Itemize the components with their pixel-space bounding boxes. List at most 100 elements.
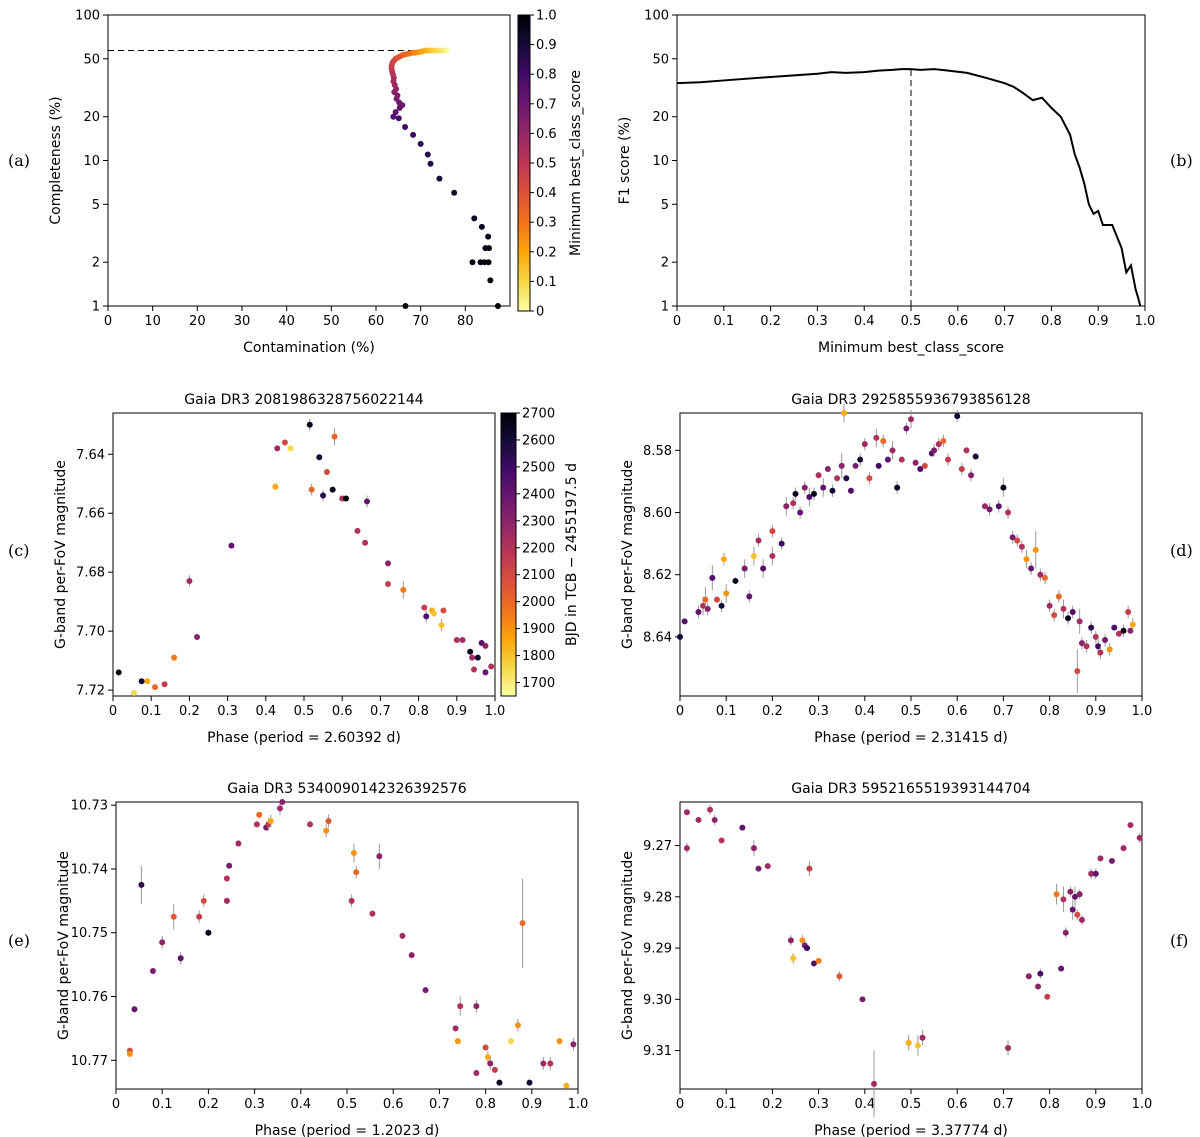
data-point — [799, 937, 806, 944]
data-point — [376, 853, 383, 860]
x-tick-label-c: 0.1 — [141, 704, 162, 719]
x-tick-label-d: 0.4 — [854, 704, 875, 719]
data-point — [519, 920, 526, 927]
x-tick-label-a: 0 — [104, 314, 112, 329]
data-point — [1129, 621, 1136, 628]
data-point — [847, 487, 854, 494]
data-point — [1005, 1045, 1012, 1051]
data-point — [427, 160, 434, 167]
x-tick-label-b: 0.2 — [760, 314, 781, 329]
data-point — [1014, 537, 1021, 544]
y-axis-label-e: G-band per-FoV magnitude — [56, 851, 72, 1040]
panel-label-f: (f) — [1170, 931, 1188, 950]
x-axis-label-a: Contamination (%) — [243, 340, 375, 356]
data-point — [482, 669, 489, 676]
data-point — [487, 1060, 494, 1067]
data-point — [451, 189, 458, 196]
panel-c: 0 0.1 0.2 0.3 0.4 0.5 0.6 0.7 0.8 0.9 1.0 7.64 7.66 7… — [53, 392, 580, 746]
data-point — [806, 865, 813, 872]
data-point — [921, 462, 928, 469]
x-tick-label-d: 0.3 — [808, 704, 829, 719]
y-tick-label-f: 9.30 — [643, 993, 672, 1008]
data-point — [919, 1034, 926, 1041]
data-point — [741, 565, 748, 572]
data-point — [841, 410, 848, 416]
data-point — [1136, 834, 1143, 841]
data-point — [205, 929, 212, 936]
colorbar-tick-label-a: 0.6 — [536, 127, 557, 142]
x-tick-label-c: 0.4 — [255, 704, 276, 719]
data-point — [459, 636, 466, 643]
data-point — [469, 654, 476, 661]
chart-title-f: Gaia DR3 5952165519393144704 — [791, 781, 1031, 797]
data-point — [843, 475, 850, 482]
y-axis-label-a: Completeness (%) — [48, 96, 64, 224]
data-point — [1078, 640, 1085, 647]
panel-label-d: (d) — [1170, 541, 1193, 560]
y-tick-label-a: 20 — [83, 110, 100, 125]
data-point — [968, 472, 975, 479]
data-point — [171, 654, 178, 661]
x-tick-label-e: 0.6 — [383, 1097, 404, 1112]
colorbar-label-c: BJD in TCB − 2455197.5 d — [564, 463, 580, 646]
data-point — [875, 462, 882, 469]
data-point — [563, 1082, 570, 1089]
x-tick-label-d: 0 — [676, 704, 684, 719]
x-tick-label-f: 0.1 — [716, 1097, 737, 1112]
data-point — [908, 416, 914, 423]
data-point — [159, 939, 166, 946]
data-point — [963, 447, 970, 454]
colorbar-tick-label-c: 1700 — [522, 676, 555, 691]
data-point — [323, 468, 330, 475]
colorbar-tick-label-c: 2400 — [522, 487, 555, 502]
x-tick-label-b: 0.6 — [947, 314, 968, 329]
data-point — [410, 131, 417, 138]
data-point — [1074, 911, 1081, 918]
x-tick-label-f: 0.9 — [1085, 1097, 1106, 1112]
data-point — [755, 865, 762, 872]
data-point — [1018, 543, 1025, 550]
data-point — [1088, 624, 1095, 631]
y-tick-label-f: 9.29 — [643, 942, 672, 957]
data-point — [452, 1025, 459, 1032]
y-tick-label-d: 8.64 — [643, 630, 672, 645]
x-tick-label-d: 0.9 — [1085, 704, 1106, 719]
x-tick-label-d: 0.8 — [1039, 704, 1060, 719]
data-point — [440, 607, 447, 614]
data-point — [681, 618, 688, 625]
data-point — [1023, 556, 1030, 563]
data-point — [746, 593, 753, 600]
data-point — [320, 492, 327, 499]
data-point — [931, 447, 938, 454]
data-point — [274, 445, 281, 452]
colorbar-tick-label-a: 0.7 — [536, 97, 557, 112]
data-point — [871, 1080, 878, 1087]
colorbar-tick-label-c: 2700 — [522, 407, 555, 422]
y-tick-label-b: 50 — [652, 52, 669, 67]
data-point — [1072, 893, 1079, 900]
data-point — [329, 486, 336, 493]
data-point — [787, 937, 794, 944]
data-point — [704, 605, 711, 612]
colorbar-label-a: Minimum best_class_score — [568, 70, 584, 256]
data-point — [526, 1079, 533, 1086]
data-point — [436, 175, 443, 182]
data-point — [1076, 891, 1083, 898]
plot-frame-f — [679, 801, 1143, 1090]
data-point — [702, 596, 709, 603]
data-point — [940, 437, 947, 444]
data-point — [369, 910, 376, 917]
y-tick-label-a: 100 — [75, 9, 100, 24]
y-axis-label-b: F1 score (%) — [617, 117, 633, 205]
x-tick-label-a: 10 — [144, 314, 161, 329]
data-point — [364, 498, 371, 505]
y-tick-label-f: 9.31 — [643, 1044, 672, 1059]
data-point — [820, 484, 827, 491]
data-point — [331, 433, 338, 440]
x-tick-label-b: 1.0 — [1135, 314, 1156, 329]
data-point — [256, 811, 263, 818]
data-point — [905, 1039, 912, 1046]
data-point — [797, 509, 804, 516]
data-point — [514, 1022, 521, 1029]
data-point — [790, 955, 797, 962]
